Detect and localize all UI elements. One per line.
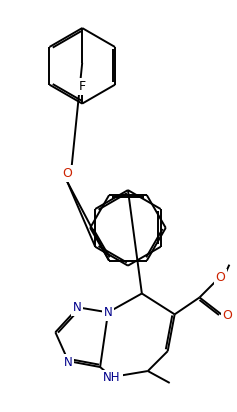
Text: N: N (104, 306, 112, 319)
Text: O: O (62, 167, 72, 180)
Text: F: F (79, 80, 86, 93)
Text: N: N (73, 301, 82, 314)
Text: F: F (79, 80, 86, 93)
Text: O: O (222, 309, 232, 322)
Text: N: N (64, 356, 73, 369)
Text: O: O (215, 271, 225, 284)
Text: NH: NH (103, 372, 121, 384)
Text: O: O (62, 167, 72, 180)
Text: O: O (62, 167, 72, 180)
